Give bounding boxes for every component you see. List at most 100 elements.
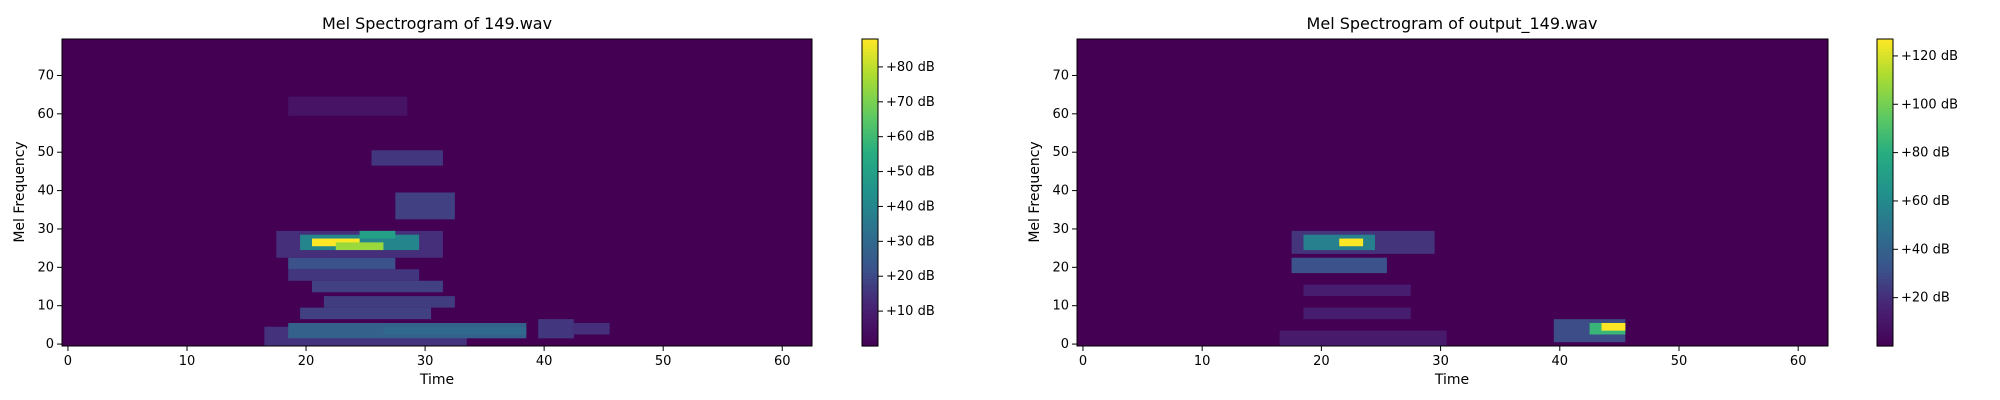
colorbar-segment: [1877, 149, 1893, 154]
colorbar-segment: [1877, 223, 1893, 227]
y-tick-label: 20: [1052, 260, 1069, 275]
colorbar-segment: [1877, 198, 1893, 203]
y-tick-label: 60: [37, 107, 54, 122]
colorbar-segment: [1877, 342, 1893, 347]
colorbar-segment: [1877, 339, 1893, 344]
colorbar-segment: [1877, 318, 1893, 323]
colorbar-segment: [862, 94, 878, 98]
colorbar-segment: [1877, 85, 1893, 89]
y-tick-label: 30: [37, 222, 54, 237]
colorbar-segment: [862, 263, 878, 267]
colorbar-segment: [862, 161, 878, 166]
colorbar-segment: [1877, 88, 1893, 92]
heatmap-cell: [335, 242, 384, 251]
chart-title-input: Mel Spectrogram of 149.wav: [322, 14, 552, 33]
heatmap-cell: [300, 307, 432, 320]
colorbar-segment: [862, 183, 878, 187]
colorbar-tick-label: +40 dB: [886, 199, 935, 214]
y-tick-label: 10: [37, 299, 54, 314]
colorbar-segment: [862, 330, 878, 335]
colorbar-segment: [862, 287, 878, 292]
colorbar-segment: [862, 342, 878, 347]
colorbar-segment: [1877, 94, 1893, 98]
heatmap-cell: [323, 296, 455, 308]
y-tick-label: 40: [1052, 184, 1069, 199]
colorbar-segment: [862, 109, 878, 114]
colorbar-segment: [1877, 296, 1893, 301]
colorbar-segment: [1877, 220, 1893, 224]
colorbar-segment: [1877, 174, 1893, 178]
colorbar-segment: [862, 186, 878, 191]
colorbar-segment: [862, 115, 878, 120]
colorbar-segment: [1877, 152, 1893, 157]
x-axis-ticks-input: 0 10 20 30 40 50 60: [64, 346, 791, 369]
colorbar-tick-label: +80 dB: [1901, 146, 1950, 161]
colorbar-segment: [1877, 232, 1893, 237]
colorbar-tick-label: +30 dB: [886, 234, 935, 249]
colorbar-segment: [862, 195, 878, 200]
colorbar-segment: [1877, 266, 1893, 270]
colorbar-segment: [862, 336, 878, 341]
colorbar-segment: [1877, 336, 1893, 341]
plot-frame-input: [61, 38, 813, 347]
colorbar-segment: [1877, 63, 1893, 68]
spectrogram-chart-output: Mel Spectrogram of output_149.wav 0 10 20 3…: [1027, 14, 1958, 388]
y-tick-label: 0: [1061, 337, 1069, 352]
colorbar-segment: [1877, 330, 1893, 335]
colorbar-segment: [1877, 155, 1893, 160]
heatmap-cell: [371, 150, 443, 166]
y-tick-label: 70: [1052, 68, 1069, 83]
x-tick-label: 30: [1432, 354, 1449, 369]
x-axis-label-input: Time: [419, 372, 454, 388]
colorbar-segment: [1877, 250, 1893, 255]
chart-title-output: Mel Spectrogram of output_149.wav: [1307, 14, 1598, 34]
colorbar-segment: [1877, 180, 1893, 184]
y-axis-label-output: Mel Frequency: [1027, 141, 1043, 242]
colorbar-segment: [1877, 269, 1893, 273]
colorbar-segment: [1877, 309, 1893, 313]
colorbar-segment: [1877, 118, 1893, 123]
colorbar-segment: [862, 97, 878, 101]
colorbar-segment: [862, 201, 878, 206]
colorbar-segment: [862, 158, 878, 163]
colorbar-segment: [1877, 103, 1893, 108]
colorbar-segment: [1877, 75, 1893, 80]
colorbar-tick-label: +120 dB: [1901, 49, 1958, 64]
colorbar-segment: [1877, 167, 1893, 172]
colorbar-output: +20 dB +40 dB +60 dB +80 dB +100 dB +120 dB: [1876, 38, 1958, 347]
colorbar-segment: [862, 155, 878, 160]
colorbar-segment: [862, 180, 878, 184]
colorbar-segment: [1877, 204, 1893, 209]
y-tick-label: 0: [46, 337, 54, 352]
heatmap-cell: [1303, 234, 1376, 251]
colorbar-segment: [1877, 324, 1893, 329]
spectrogram-chart-input: Mel Spectrogram of 149.wav 0 10 20 30 40 50 60…: [12, 14, 935, 388]
colorbar-segment: [862, 207, 878, 212]
colorbar-segment: [862, 306, 878, 310]
colorbar-segment: [862, 220, 878, 224]
colorbar-tick-label: +100 dB: [1901, 97, 1958, 112]
colorbar-segment: [1877, 217, 1893, 221]
colorbar-segment: [1877, 97, 1893, 101]
colorbar-segment: [1877, 284, 1893, 289]
colorbar-segment: [862, 103, 878, 108]
colorbar-segment: [862, 244, 878, 249]
colorbar-segment: [862, 223, 878, 227]
heatmap-cell: [288, 269, 420, 281]
colorbar-tick-label: +10 dB: [886, 304, 935, 319]
colorbar-segment: [862, 226, 878, 230]
colorbar-segment: [1877, 244, 1893, 249]
colorbar-segment: [1877, 91, 1893, 95]
colorbar-segment: [862, 88, 878, 92]
heatmap-cell: [573, 322, 610, 335]
heatmap-background: [1077, 39, 1828, 346]
colorbar-segment: [862, 272, 878, 276]
colorbar-segment: [862, 124, 878, 129]
colorbar-tick-label: +20 dB: [1901, 291, 1950, 306]
colorbar-segment: [1877, 192, 1893, 197]
x-axis-ticks-output: 0 10 20 30 40 50 60: [1079, 346, 1806, 369]
colorbar-segment: [1877, 306, 1893, 310]
colorbar-segment: [862, 339, 878, 344]
colorbar-segment: [862, 118, 878, 123]
colorbar-segment: [862, 278, 878, 283]
